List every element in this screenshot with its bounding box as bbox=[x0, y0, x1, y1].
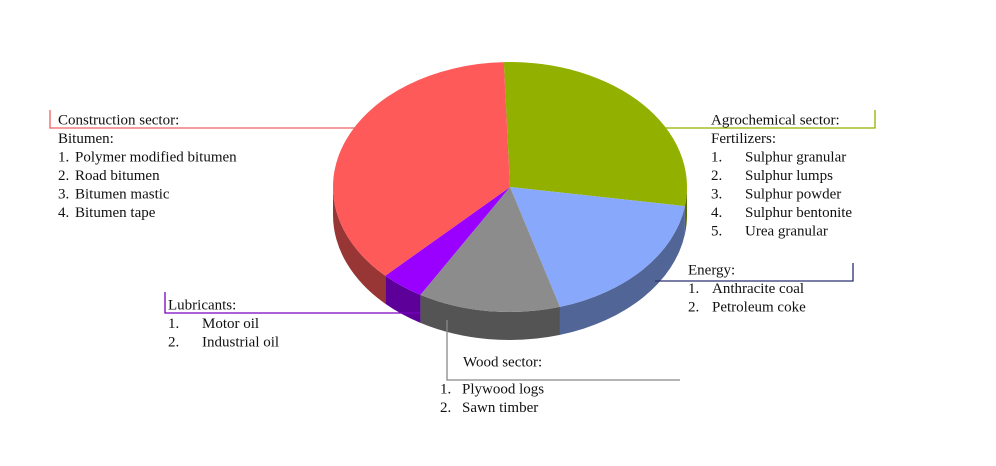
label-title: Agrochemical sector: bbox=[711, 112, 840, 128]
item-number: 5. bbox=[711, 223, 722, 239]
item-text: Industrial oil bbox=[202, 334, 279, 350]
item-number: 1. bbox=[58, 149, 69, 165]
item-number: 4. bbox=[711, 205, 722, 221]
item-text: Urea granular bbox=[745, 223, 828, 239]
item-number: 2. bbox=[440, 400, 451, 416]
item-text: Plywood logs bbox=[462, 381, 544, 397]
item-number: 4. bbox=[58, 205, 69, 221]
item-text: Bitumen mastic bbox=[75, 186, 170, 202]
label-title: Lubricants: bbox=[168, 297, 236, 313]
item-number: 1. bbox=[440, 381, 451, 397]
item-text: Petroleum coke bbox=[712, 299, 806, 315]
label-title: Construction sector: bbox=[58, 112, 179, 128]
slice bbox=[420, 187, 560, 312]
item-number: 2. bbox=[168, 334, 179, 350]
slice-side bbox=[420, 294, 560, 340]
label-title: Wood sector: bbox=[463, 354, 542, 370]
label-title: Energy: bbox=[688, 262, 735, 278]
item-number: 3. bbox=[711, 186, 722, 202]
item-number: 1. bbox=[168, 316, 179, 332]
label-subtitle: Fertilizers: bbox=[711, 131, 776, 147]
item-number: 2. bbox=[688, 299, 699, 315]
item-text: Sulphur powder bbox=[745, 186, 841, 202]
slice bbox=[503, 61, 687, 207]
item-text: Road bitumen bbox=[75, 168, 160, 184]
slice bbox=[510, 187, 685, 307]
label-subtitle: Bitumen: bbox=[58, 131, 114, 147]
item-text: Sawn timber bbox=[462, 400, 538, 416]
leader-line bbox=[446, 320, 680, 381]
item-number: 2. bbox=[711, 168, 722, 184]
item-text: Polymer modified bitumen bbox=[75, 149, 237, 165]
leader-line bbox=[655, 263, 854, 282]
leader-line bbox=[49, 110, 355, 129]
slice-side bbox=[333, 187, 386, 304]
slice bbox=[332, 62, 510, 276]
item-number: 1. bbox=[688, 281, 699, 297]
item-text: Sulphur granular bbox=[745, 149, 846, 165]
slice bbox=[385, 187, 510, 295]
item-number: 1. bbox=[711, 149, 722, 165]
slice-side bbox=[385, 275, 421, 323]
item-text: Motor oil bbox=[202, 316, 259, 332]
slice-side bbox=[684, 187, 687, 235]
item-number: 3. bbox=[58, 186, 69, 202]
leader-line bbox=[660, 110, 876, 129]
item-text: Sulphur lumps bbox=[745, 168, 833, 184]
leader-line bbox=[164, 292, 420, 314]
item-number: 2. bbox=[58, 168, 69, 184]
item-text: Bitumen tape bbox=[75, 205, 156, 221]
item-text: Anthracite coal bbox=[712, 281, 804, 297]
slice-side bbox=[559, 206, 685, 335]
item-text: Sulphur bentonite bbox=[745, 205, 852, 221]
